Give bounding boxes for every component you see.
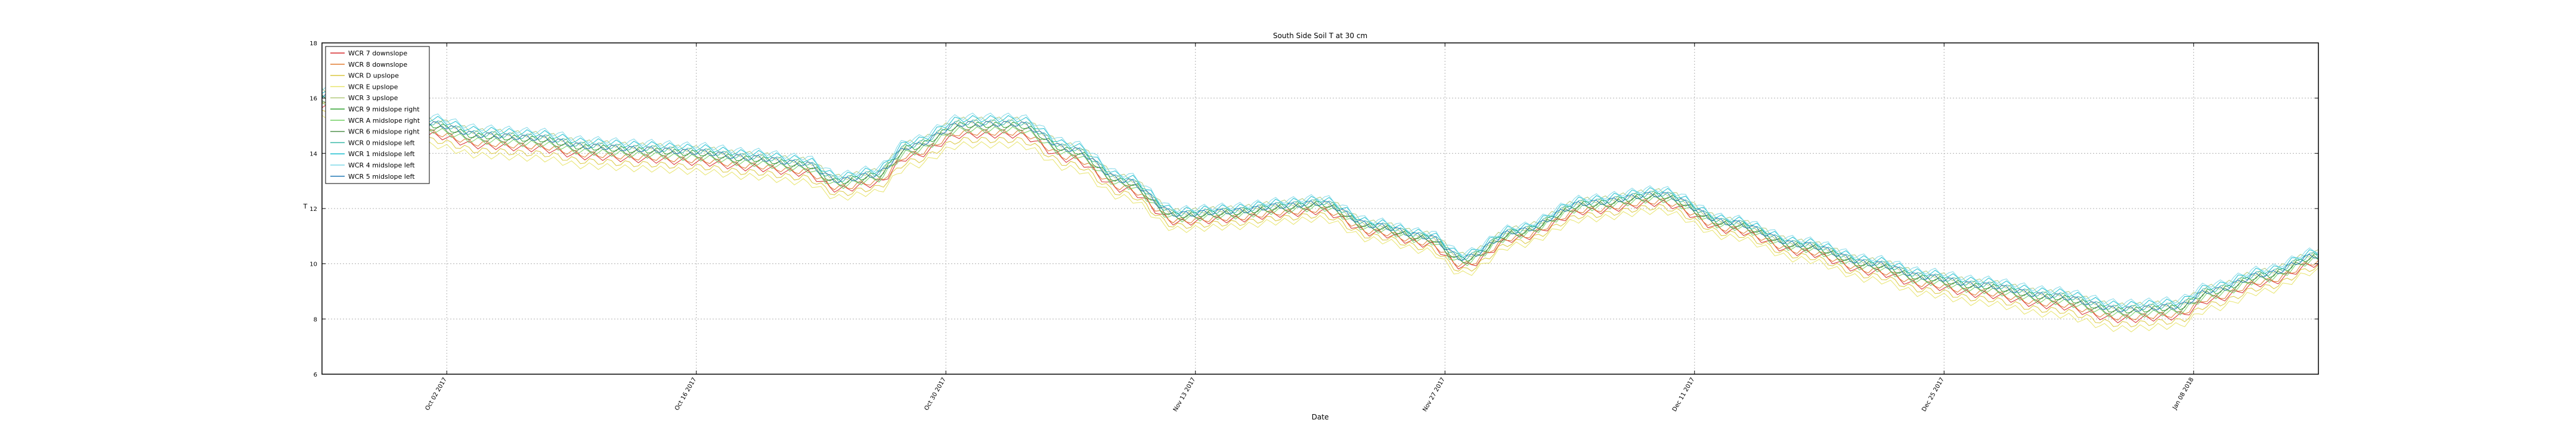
series-line xyxy=(321,92,2319,311)
axis-ticks: 6 8 10 12 14 16 18 Oct 02 2017 Oct 16 2017 Oct 30… xyxy=(309,41,2318,413)
legend-label: WCR 9 midslope right xyxy=(348,105,420,113)
y-tick-label: 8 xyxy=(314,316,317,323)
legend-label: WCR 0 midslope left xyxy=(348,139,415,147)
legend-label: WCR 1 midslope left xyxy=(348,150,415,158)
legend-label: WCR A midslope right xyxy=(348,117,420,125)
y-tick-label: 14 xyxy=(309,151,317,157)
legend: WCR 7 downslope WCR 8 downslope WCR D upsl… xyxy=(325,46,430,184)
chart-title: South Side Soil T at 30 cm xyxy=(1273,32,1367,40)
series-line xyxy=(321,93,2319,312)
series-line xyxy=(321,85,2319,306)
x-tick-label: Nov 27 2017 xyxy=(1422,377,1447,413)
x-tick-label: Dec 11 2017 xyxy=(1671,377,1696,413)
grid-lines xyxy=(322,42,2318,375)
legend-label: WCR 8 downslope xyxy=(348,61,407,69)
legend-label: WCR 3 upslope xyxy=(348,94,398,102)
x-tick-label: Jan 08 2018 xyxy=(2171,377,2195,411)
series-line xyxy=(321,87,2319,309)
x-tick-label: Oct 30 2017 xyxy=(923,377,947,412)
series-line xyxy=(321,94,2319,313)
series-line xyxy=(321,98,2319,316)
legend-label: WCR 4 midslope left xyxy=(348,161,415,169)
legend-label: WCR E upslope xyxy=(348,83,398,91)
x-tick-label: Oct 02 2017 xyxy=(424,377,448,412)
series-line xyxy=(321,100,2319,319)
x-tick-label: Nov 13 2017 xyxy=(1172,377,1197,413)
y-tick-label: 6 xyxy=(314,372,317,378)
x-axis-label: Date xyxy=(1312,413,1329,421)
legend-frame xyxy=(325,46,430,184)
x-tick-label: Oct 16 2017 xyxy=(674,377,698,412)
y-tick-label: 16 xyxy=(309,96,317,102)
legend-label: WCR D upslope xyxy=(348,72,399,80)
legend-label: WCR 6 midslope right xyxy=(348,128,420,136)
y-axis-label: T xyxy=(303,203,308,210)
series-line xyxy=(321,115,2319,332)
legend-label: WCR 7 downslope xyxy=(348,49,407,57)
series-line xyxy=(321,102,2319,321)
y-tick-label: 18 xyxy=(309,41,317,47)
y-tick-label: 12 xyxy=(309,206,317,213)
y-tick-label: 10 xyxy=(309,262,317,268)
series-line xyxy=(321,88,2319,309)
series-line xyxy=(321,110,2319,328)
series-lines xyxy=(321,85,2319,332)
legend-label: WCR 5 midslope left xyxy=(348,173,415,181)
x-tick-label: Dec 25 2017 xyxy=(1921,377,1945,413)
